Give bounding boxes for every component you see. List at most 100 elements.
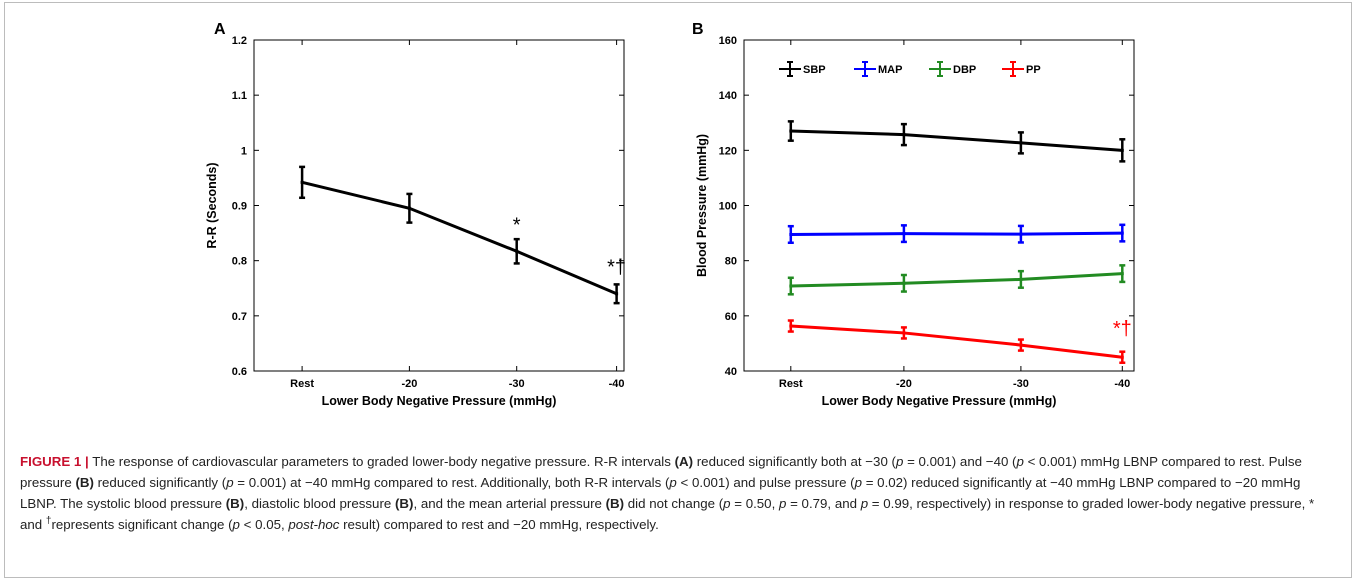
y-axis-label: Blood Pressure (mmHg) (695, 134, 709, 277)
caption-segment: p (860, 496, 869, 511)
series-line-dbp (790, 272, 1123, 288)
caption-segment: reduced significantly ( (93, 475, 227, 490)
y-tick-label: 1.1 (232, 90, 247, 102)
caption-segment: (B) (225, 496, 245, 511)
data-point (1019, 343, 1023, 347)
y-tick-label: 100 (719, 201, 737, 213)
figure-caption: FIGURE 1 | The response of cardiovascula… (20, 451, 1338, 535)
caption-segment: = 0.79, and (786, 496, 861, 511)
caption-segment: , diastolic blood pressure (244, 496, 395, 511)
series-line (301, 180, 618, 296)
caption-segment: The response of cardiovascular parameter… (88, 454, 675, 469)
legend-label-dbp: DBP (953, 64, 976, 76)
caption-segment: p (778, 496, 787, 511)
plot-area-frame (743, 39, 1135, 372)
y-tick-label: 0.7 (232, 311, 247, 323)
data-point (1019, 277, 1023, 281)
caption-segment: (B) (394, 496, 414, 511)
x-tick-label: Rest (779, 378, 803, 390)
caption-segment: p (1016, 454, 1024, 469)
caption-segment: † (45, 515, 52, 527)
caption-segment: = 0.99, respectively) in response to gra… (20, 496, 1315, 532)
data-point (789, 129, 793, 133)
caption-segment: reduced significantly both at −30 ( (693, 454, 896, 469)
caption-segment: (B) (75, 475, 94, 490)
x-tick-label: Rest (290, 378, 314, 390)
data-point (300, 180, 304, 184)
x-tick-label: -30 (1013, 378, 1029, 390)
caption-segment: (A) (674, 454, 694, 469)
caption-segment: < 0.001) and pulse pressure ( (676, 475, 855, 490)
data-point (407, 206, 411, 210)
data-point (615, 292, 619, 296)
caption-segment: = 0.001) at −40 mmHg compared to rest. A… (233, 475, 670, 490)
x-tick-label: -30 (509, 378, 525, 390)
legend-label-pp: PP (1026, 64, 1041, 76)
y-tick-label: 0.9 (232, 201, 247, 213)
data-point (515, 249, 519, 253)
legend-label-sbp: SBP (803, 64, 826, 76)
legend-label-map: MAP (878, 64, 902, 76)
x-axis-label: Lower Body Negative Pressure (mmHg) (822, 394, 1057, 408)
caption-segment: p (226, 475, 234, 490)
data-point (789, 232, 793, 236)
series-line-map (790, 231, 1123, 236)
caption-segment: = 0.02) reduced significantly at −40 mmH… (20, 475, 1301, 511)
y-tick-label: 1.2 (232, 35, 247, 47)
y-tick-label: 60 (725, 311, 737, 323)
significance-marker: *† (607, 256, 626, 278)
caption-segment: p (895, 454, 904, 469)
caption-segment: p (854, 475, 863, 490)
x-tick-label: -20 (896, 378, 912, 390)
chart-panel-b: 40 60 80 100 120 140 160 Rest -20 -30 -40 Lower Bod… (692, 21, 1135, 408)
y-tick-label: 40 (725, 366, 737, 378)
caption-segment: < 0.05, (239, 517, 289, 532)
caption-segment: did not change ( (624, 496, 724, 511)
panel-label: B (692, 21, 704, 38)
x-axis-label: Lower Body Negative Pressure (mmHg) (322, 394, 557, 408)
y-tick-label: 160 (719, 35, 737, 47)
y-tick-label: 1 (241, 145, 247, 157)
series-line-pp (790, 324, 1123, 359)
data-point (1120, 148, 1124, 152)
caption-segment: (B) (605, 496, 625, 511)
caption-segment: p (723, 496, 731, 511)
data-point (789, 324, 793, 328)
data-point (902, 232, 906, 236)
caption-segment: = 0.50, (730, 496, 779, 511)
caption-segment: , and the mean arterial pressure (413, 496, 606, 511)
caption-segment: represents significant change ( (51, 517, 233, 532)
x-tick-label: -40 (609, 378, 625, 390)
series-line-sbp (790, 129, 1123, 152)
y-tick-label: 140 (719, 90, 737, 102)
plot-area-frame (253, 39, 625, 372)
data-point (1019, 232, 1023, 236)
x-tick-label: -20 (401, 378, 417, 390)
data-point (789, 284, 793, 288)
caption-segment: < 0.001) mmHg LBNP compared to rest. Pul… (20, 454, 1302, 490)
y-tick-label: 0.6 (232, 366, 247, 378)
y-axis-label: R-R (Seconds) (205, 162, 219, 248)
caption-segment: p (669, 475, 677, 490)
data-point (902, 281, 906, 285)
data-point (1120, 272, 1124, 276)
significance-marker: *† (1113, 318, 1132, 340)
y-tick-label: 80 (725, 256, 737, 268)
data-point (902, 331, 906, 335)
caption-segment: = 0.001) and −40 ( (903, 454, 1017, 469)
figure-label: FIGURE 1 | (20, 454, 89, 469)
significance-marker: * (513, 214, 521, 236)
chart-panel-a: 0.6 0.7 0.8 0.9 1 1.1 1.2 Rest -20 -30 -40 Lower Bo… (205, 21, 626, 408)
x-tick-label: -40 (1114, 378, 1130, 390)
figure-frame (4, 2, 1352, 578)
caption-segment: post-hoc (288, 517, 340, 532)
y-tick-label: 0.8 (232, 256, 247, 268)
data-point (902, 133, 906, 137)
data-point (1120, 355, 1124, 359)
data-point (1120, 231, 1124, 235)
data-point (1019, 141, 1023, 145)
panel-label: A (214, 21, 226, 38)
caption-segment: p (232, 517, 240, 532)
y-tick-label: 120 (719, 145, 737, 157)
caption-segment: result) compared to rest and −20 mmHg, r… (339, 517, 659, 532)
